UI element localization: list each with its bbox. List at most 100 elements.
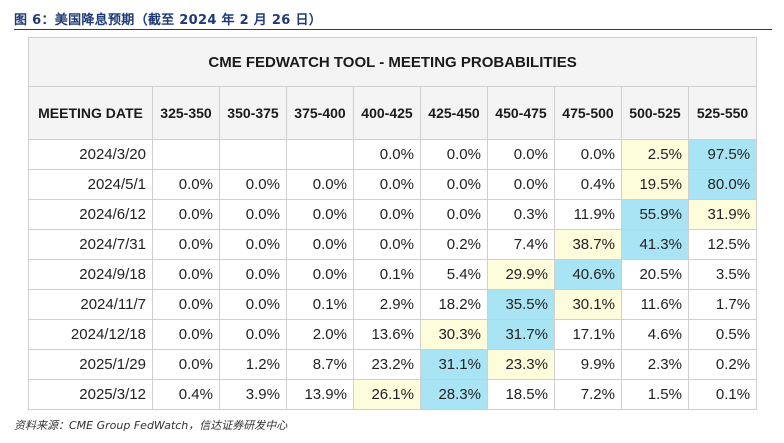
probability-cell: 0.0% xyxy=(420,199,488,230)
meeting-date-cell: 2024/9/18 xyxy=(28,259,153,290)
probability-cell: 0.0% xyxy=(554,139,622,170)
probability-cell: 31.9% xyxy=(687,199,758,230)
probability-cell: 0.0% xyxy=(353,139,421,170)
probability-cell: 0.4% xyxy=(152,379,220,410)
probability-cell: 0.0% xyxy=(219,169,287,200)
caption-divider xyxy=(14,29,772,30)
meeting-date-cell: 2024/11/7 xyxy=(28,289,153,320)
probability-cell: 0.0% xyxy=(219,319,287,350)
probability-cell: 8.7% xyxy=(286,349,354,380)
probability-cell: 0.3% xyxy=(487,199,555,230)
probability-cell: 97.5% xyxy=(687,139,758,170)
table-body: 2024/3/20 0.0% 0.0% 0.0% 0.0% 2.5% 97.5% 2024/5… xyxy=(28,139,758,410)
probability-cell: 0.0% xyxy=(286,259,354,290)
probability-cell: 7.4% xyxy=(487,229,555,260)
table-row: 2024/3/20 0.0% 0.0% 0.0% 0.0% 2.5% 97.5% xyxy=(28,139,758,170)
table-row: 2024/9/18 0.0% 0.0% 0.0% 0.1% 5.4% 29.9% 40.6% 2… xyxy=(28,259,758,290)
meeting-date-cell: 2024/7/31 xyxy=(28,229,153,260)
probability-cell: 38.7% xyxy=(554,229,622,260)
probability-cell: 23.2% xyxy=(353,349,421,380)
probability-cell: 0.0% xyxy=(219,199,287,230)
probability-cell: 17.1% xyxy=(554,319,622,350)
table-row: 2025/3/12 0.4% 3.9% 13.9% 26.1% 28.3% 18.5% 7.2… xyxy=(28,379,758,410)
probability-cell: 3.5% xyxy=(687,259,758,290)
probability-cell: 0.0% xyxy=(152,199,220,230)
meeting-date-cell: 2024/3/20 xyxy=(28,139,153,170)
table-row: 2024/12/18 0.0% 0.0% 2.0% 13.6% 30.3% 31.7% 17.… xyxy=(28,319,758,350)
table-row: 2024/5/1 0.0% 0.0% 0.0% 0.0% 0.0% 0.0% 0.4% 19.5… xyxy=(28,169,758,200)
rate-range-header: 500-525 xyxy=(621,86,689,140)
probability-cell: 0.0% xyxy=(219,229,287,260)
rate-range-header: 325-350 xyxy=(152,86,220,140)
probability-cell: 0.0% xyxy=(152,259,220,290)
probability-cell: 40.6% xyxy=(554,259,622,290)
probability-cell: 35.5% xyxy=(487,289,555,320)
meeting-date-cell: 2025/1/29 xyxy=(28,349,153,380)
probability-cell: 2.0% xyxy=(286,319,354,350)
probability-cell: 0.0% xyxy=(219,259,287,290)
probability-cell: 0.0% xyxy=(152,349,220,380)
source-note: 资料来源：CME Group FedWatch，信达证券研发中心 xyxy=(14,419,288,432)
probability-cell: 11.9% xyxy=(554,199,622,230)
probability-cell: 0.0% xyxy=(152,229,220,260)
probability-cell xyxy=(286,139,354,170)
probability-cell: 0.0% xyxy=(353,169,421,200)
rate-range-header: 475-500 xyxy=(554,86,622,140)
probability-cell: 2.3% xyxy=(621,349,689,380)
probability-cell: 0.0% xyxy=(420,169,488,200)
probability-cell: 0.1% xyxy=(286,289,354,320)
rate-range-header: 350-375 xyxy=(219,86,287,140)
probability-cell: 12.5% xyxy=(687,229,758,260)
probability-cell: 3.9% xyxy=(219,379,287,410)
probability-cell: 0.5% xyxy=(687,319,758,350)
probability-cell: 11.6% xyxy=(621,289,689,320)
probability-cell: 1.2% xyxy=(219,349,287,380)
probability-cell: 55.9% xyxy=(621,199,689,230)
probability-cell: 0.0% xyxy=(286,229,354,260)
probability-cell: 18.2% xyxy=(420,289,488,320)
table-row: 2024/7/31 0.0% 0.0% 0.0% 0.0% 0.2% 7.4% 38.7% 41… xyxy=(28,229,758,260)
table-title: CME FEDWATCH TOOL - MEETING PROBABILITIE… xyxy=(27,37,758,87)
probability-cell: 7.2% xyxy=(554,379,622,410)
table-row: 2024/6/12 0.0% 0.0% 0.0% 0.0% 0.0% 0.3% 11.9% 55… xyxy=(28,199,758,230)
meeting-date-cell: 2024/5/1 xyxy=(28,169,153,200)
probability-cell: 23.3% xyxy=(487,349,555,380)
probability-cell: 0.0% xyxy=(420,139,488,170)
rate-range-header: 450-475 xyxy=(487,86,555,140)
probability-cell: 0.0% xyxy=(219,289,287,320)
probability-cell: 4.6% xyxy=(621,319,689,350)
column-header-row: MEETING DATE 325-350 350-375 375-400 400-42… xyxy=(28,86,758,140)
rate-range-header: 375-400 xyxy=(286,86,354,140)
probability-cell: 0.0% xyxy=(487,139,555,170)
probability-cell: 13.9% xyxy=(286,379,354,410)
probability-cell: 2.9% xyxy=(353,289,421,320)
probability-cell: 0.2% xyxy=(420,229,488,260)
probability-cell: 30.1% xyxy=(554,289,622,320)
probability-cell: 0.0% xyxy=(353,199,421,230)
probability-cell xyxy=(152,139,220,170)
probability-cell: 1.5% xyxy=(621,379,689,410)
fedwatch-probability-table: CME FEDWATCH TOOL - MEETING PROBABILITIE… xyxy=(27,37,758,410)
probability-cell: 18.5% xyxy=(487,379,555,410)
meeting-date-cell: 2024/12/18 xyxy=(28,319,153,350)
probability-cell: 0.1% xyxy=(353,259,421,290)
probability-cell: 31.7% xyxy=(487,319,555,350)
probability-cell: 29.9% xyxy=(487,259,555,290)
meeting-date-cell: 2025/3/12 xyxy=(28,379,153,410)
probability-cell: 41.3% xyxy=(621,229,689,260)
probability-cell: 80.0% xyxy=(687,169,758,200)
probability-cell: 0.0% xyxy=(353,229,421,260)
meeting-date-cell: 2024/6/12 xyxy=(28,199,153,230)
rate-range-header: 400-425 xyxy=(353,86,421,140)
fedwatch-table-container: CME FEDWATCH TOOL - MEETING PROBABILITIE… xyxy=(27,37,758,410)
rate-range-header: 525-550 xyxy=(687,86,758,140)
probability-cell: 0.0% xyxy=(152,319,220,350)
rate-range-header: 425-450 xyxy=(420,86,488,140)
probability-cell: 28.3% xyxy=(420,379,488,410)
probability-cell: 19.5% xyxy=(621,169,689,200)
probability-cell: 2.5% xyxy=(621,139,689,170)
probability-cell: 0.0% xyxy=(152,169,220,200)
table-row: 2025/1/29 0.0% 1.2% 8.7% 23.2% 31.1% 23.3% 9.9%… xyxy=(28,349,758,380)
probability-cell: 20.5% xyxy=(621,259,689,290)
meeting-date-header: MEETING DATE xyxy=(28,86,153,140)
